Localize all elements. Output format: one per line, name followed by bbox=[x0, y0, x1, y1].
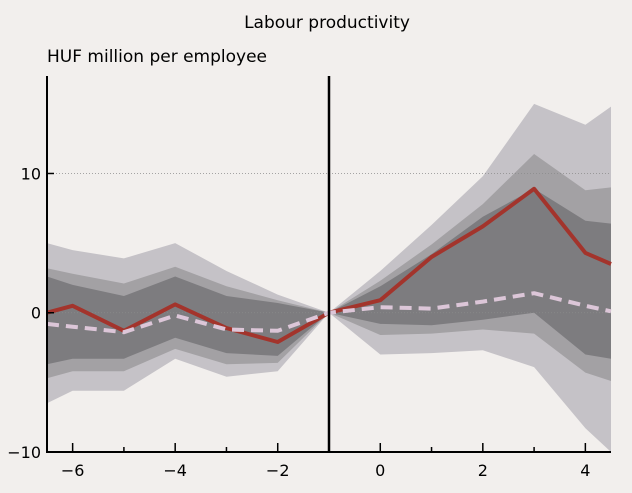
y-axis-label: HUF million per employee bbox=[47, 47, 267, 67]
y-tick-label: 10 bbox=[21, 164, 41, 183]
y-tick-label: 0 bbox=[31, 304, 41, 323]
x-tick-label: 2 bbox=[478, 461, 488, 480]
tick-labels: −10 0 10 −6 −4 −2 0 2 4 bbox=[7, 164, 590, 480]
fan-band-1 bbox=[47, 103, 611, 453]
y-tick-label: −10 bbox=[7, 443, 41, 462]
x-tick-label: 0 bbox=[375, 461, 385, 480]
x-tick-label: −4 bbox=[163, 461, 187, 480]
x-tick-label: −2 bbox=[266, 461, 290, 480]
x-tick-label: 4 bbox=[580, 461, 590, 480]
x-tick-label: −6 bbox=[61, 461, 85, 480]
axes bbox=[46, 76, 611, 453]
chart-title: Labour productivity bbox=[244, 13, 410, 33]
